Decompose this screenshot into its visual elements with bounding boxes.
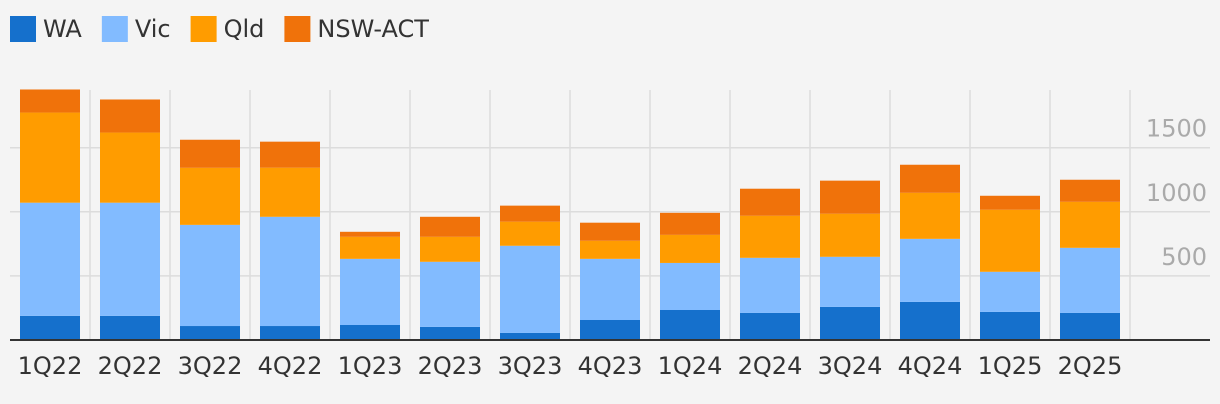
bar-segment (980, 311, 1040, 340)
bar-segment (180, 224, 240, 327)
bar-segment (580, 222, 640, 241)
bar-segment (420, 261, 480, 327)
x-tick-label: 2Q25 (1058, 352, 1123, 380)
legend-swatch (10, 16, 36, 42)
bar-segment (820, 306, 880, 340)
bar-segment (740, 312, 800, 340)
bar-segment (260, 141, 320, 168)
x-tick-label: 3Q23 (498, 352, 563, 380)
bar-segment (900, 238, 960, 302)
bar-segment (260, 216, 320, 327)
bar-segment (1060, 201, 1120, 248)
bar-segment (340, 258, 400, 325)
bar-segment (660, 234, 720, 263)
bar-segment (660, 212, 720, 235)
bar-segment (900, 192, 960, 239)
bar-segment (340, 325, 400, 340)
bar-segment (100, 99, 160, 133)
legend-label: NSW-ACT (317, 15, 429, 43)
x-tick-label: 2Q23 (418, 352, 483, 380)
x-tick-label: 4Q24 (898, 352, 963, 380)
bar-segment (660, 310, 720, 340)
bar-segment (740, 257, 800, 313)
x-tick-label: 4Q22 (258, 352, 323, 380)
bar-segment (980, 195, 1040, 210)
y-tick-label: 500 (1161, 243, 1207, 271)
bar-segment (420, 236, 480, 262)
bar-segment (180, 139, 240, 168)
bar-segment (820, 180, 880, 214)
y-tick-label: 1000 (1146, 179, 1207, 207)
bar-segment (420, 326, 480, 340)
bar-segment (820, 213, 880, 257)
legend-swatch (190, 16, 217, 42)
legend-label: WA (43, 15, 82, 43)
bar-segment (100, 132, 160, 203)
legend-label: Qld (224, 15, 265, 43)
bar-segment (900, 301, 960, 340)
bar-segment (980, 271, 1040, 312)
bar-segment (580, 258, 640, 320)
bar-segment (100, 202, 160, 316)
legend-swatch (284, 16, 311, 42)
bar-segment (180, 326, 240, 340)
bar-segment (500, 221, 560, 246)
bar-segment (20, 89, 80, 113)
x-tick-label: 3Q24 (818, 352, 883, 380)
bar-segment (340, 231, 400, 237)
x-tick-label: 2Q24 (738, 352, 803, 380)
bar-segment (180, 167, 240, 225)
x-tick-label: 4Q23 (578, 352, 643, 380)
bar-segment (500, 205, 560, 222)
bar-segment (1060, 179, 1120, 202)
bar-segment (980, 209, 1040, 272)
bar-segment (1060, 247, 1120, 313)
bar-segment (1060, 312, 1120, 340)
bar-segment (20, 315, 80, 340)
y-tick-label: 1500 (1146, 115, 1207, 143)
bar-segment (20, 112, 80, 203)
x-tick-label: 2Q22 (98, 352, 163, 380)
bar-segment (420, 216, 480, 237)
legend-label: Vic (135, 15, 171, 43)
bar-segment (100, 315, 160, 340)
bar-segment (20, 202, 80, 316)
bar-segment (820, 256, 880, 307)
bar-segment (260, 326, 320, 340)
bar-segment (660, 262, 720, 310)
bar-segment (260, 167, 320, 217)
x-tick-label: 1Q23 (338, 352, 403, 380)
x-tick-label: 3Q22 (178, 352, 243, 380)
bar-segment (580, 320, 640, 340)
bar-segment (500, 332, 560, 340)
x-tick-label: 1Q24 (658, 352, 723, 380)
x-tick-label: 1Q25 (978, 352, 1043, 380)
bar-segment (900, 164, 960, 193)
bar-segment (740, 215, 800, 258)
legend-swatch (101, 16, 128, 42)
bar-segment (500, 245, 560, 333)
bar-segment (340, 236, 400, 259)
x-tick-label: 1Q22 (18, 352, 83, 380)
bar-segment (740, 188, 800, 216)
bar-segment (580, 240, 640, 259)
